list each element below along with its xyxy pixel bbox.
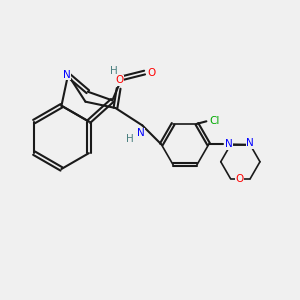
Text: N: N bbox=[246, 138, 254, 148]
Text: N: N bbox=[225, 140, 232, 149]
Text: N: N bbox=[63, 70, 70, 80]
Text: O: O bbox=[115, 76, 123, 85]
Text: H: H bbox=[110, 66, 118, 76]
Text: Cl: Cl bbox=[209, 116, 220, 126]
Text: N: N bbox=[137, 128, 145, 138]
Text: O: O bbox=[235, 174, 244, 184]
Text: H: H bbox=[127, 134, 134, 144]
Text: O: O bbox=[147, 68, 156, 78]
